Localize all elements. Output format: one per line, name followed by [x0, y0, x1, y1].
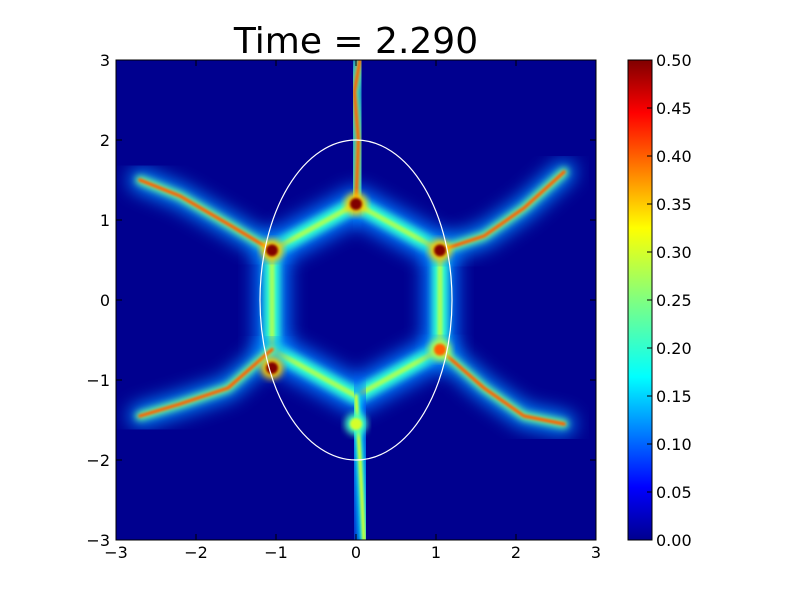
colorbar-tick-label: 0.25 [656, 291, 692, 310]
x-tick-label: 0 [351, 543, 361, 562]
field-arm-3 [438, 347, 566, 426]
y-tick-label: 3 [100, 51, 110, 70]
x-tick-label: 1 [431, 543, 441, 562]
x-tick-label: −2 [184, 543, 208, 562]
field-arm-1 [352, 60, 362, 206]
y-tick-label: −2 [86, 451, 110, 470]
field-arm-2 [438, 170, 566, 253]
colorbar-tick-label: 0.30 [656, 243, 692, 262]
hotspot-3 [266, 244, 278, 257]
overlay-ellipse [259, 139, 453, 461]
hotspot-2 [434, 244, 446, 257]
x-tick-label: −1 [264, 543, 288, 562]
y-tick-label: −3 [86, 531, 110, 550]
hotspot-6 [350, 418, 362, 430]
colorbar-tick-label: 0.15 [656, 387, 692, 406]
field-arm-5 [138, 347, 274, 418]
heatmap-field [116, 60, 596, 540]
chart-title: Time = 2.290 [233, 21, 478, 62]
x-axis: −3 −2 −1 0 1 2 3 [104, 60, 601, 562]
field-arm-6 [138, 178, 274, 253]
colorbar-axis: 0.00 0.05 0.10 0.15 0.20 0.25 0.30 0.35 0.40 0.45… [647, 51, 692, 550]
y-tick-label: 1 [100, 211, 110, 230]
colorbar-tick-label: 0.35 [656, 195, 692, 214]
hotspot-1 [350, 198, 362, 210]
colorbar-tick-label: 0.20 [656, 339, 692, 358]
y-tick-label: 0 [100, 291, 110, 310]
colorbar-tick-label: 0.45 [656, 99, 692, 118]
colorbar-tick-label: 0.50 [656, 51, 692, 70]
y-axis: −3 −2 −1 0 1 2 3 [86, 51, 596, 550]
colorbar-tick-label: 0.05 [656, 483, 692, 502]
x-tick-label: 3 [591, 543, 601, 562]
y-tick-label: −1 [86, 371, 110, 390]
colorbar-tick-label: 0.10 [656, 435, 692, 454]
colorbar-tick-label: 0.00 [656, 531, 692, 550]
x-tick-label: −3 [104, 543, 128, 562]
colorbar-tick-label: 0.40 [656, 147, 692, 166]
x-tick-label: 2 [511, 543, 521, 562]
y-tick-label: 2 [100, 131, 110, 150]
hotspot-5 [434, 343, 446, 356]
hotspot-4 [266, 362, 278, 374]
